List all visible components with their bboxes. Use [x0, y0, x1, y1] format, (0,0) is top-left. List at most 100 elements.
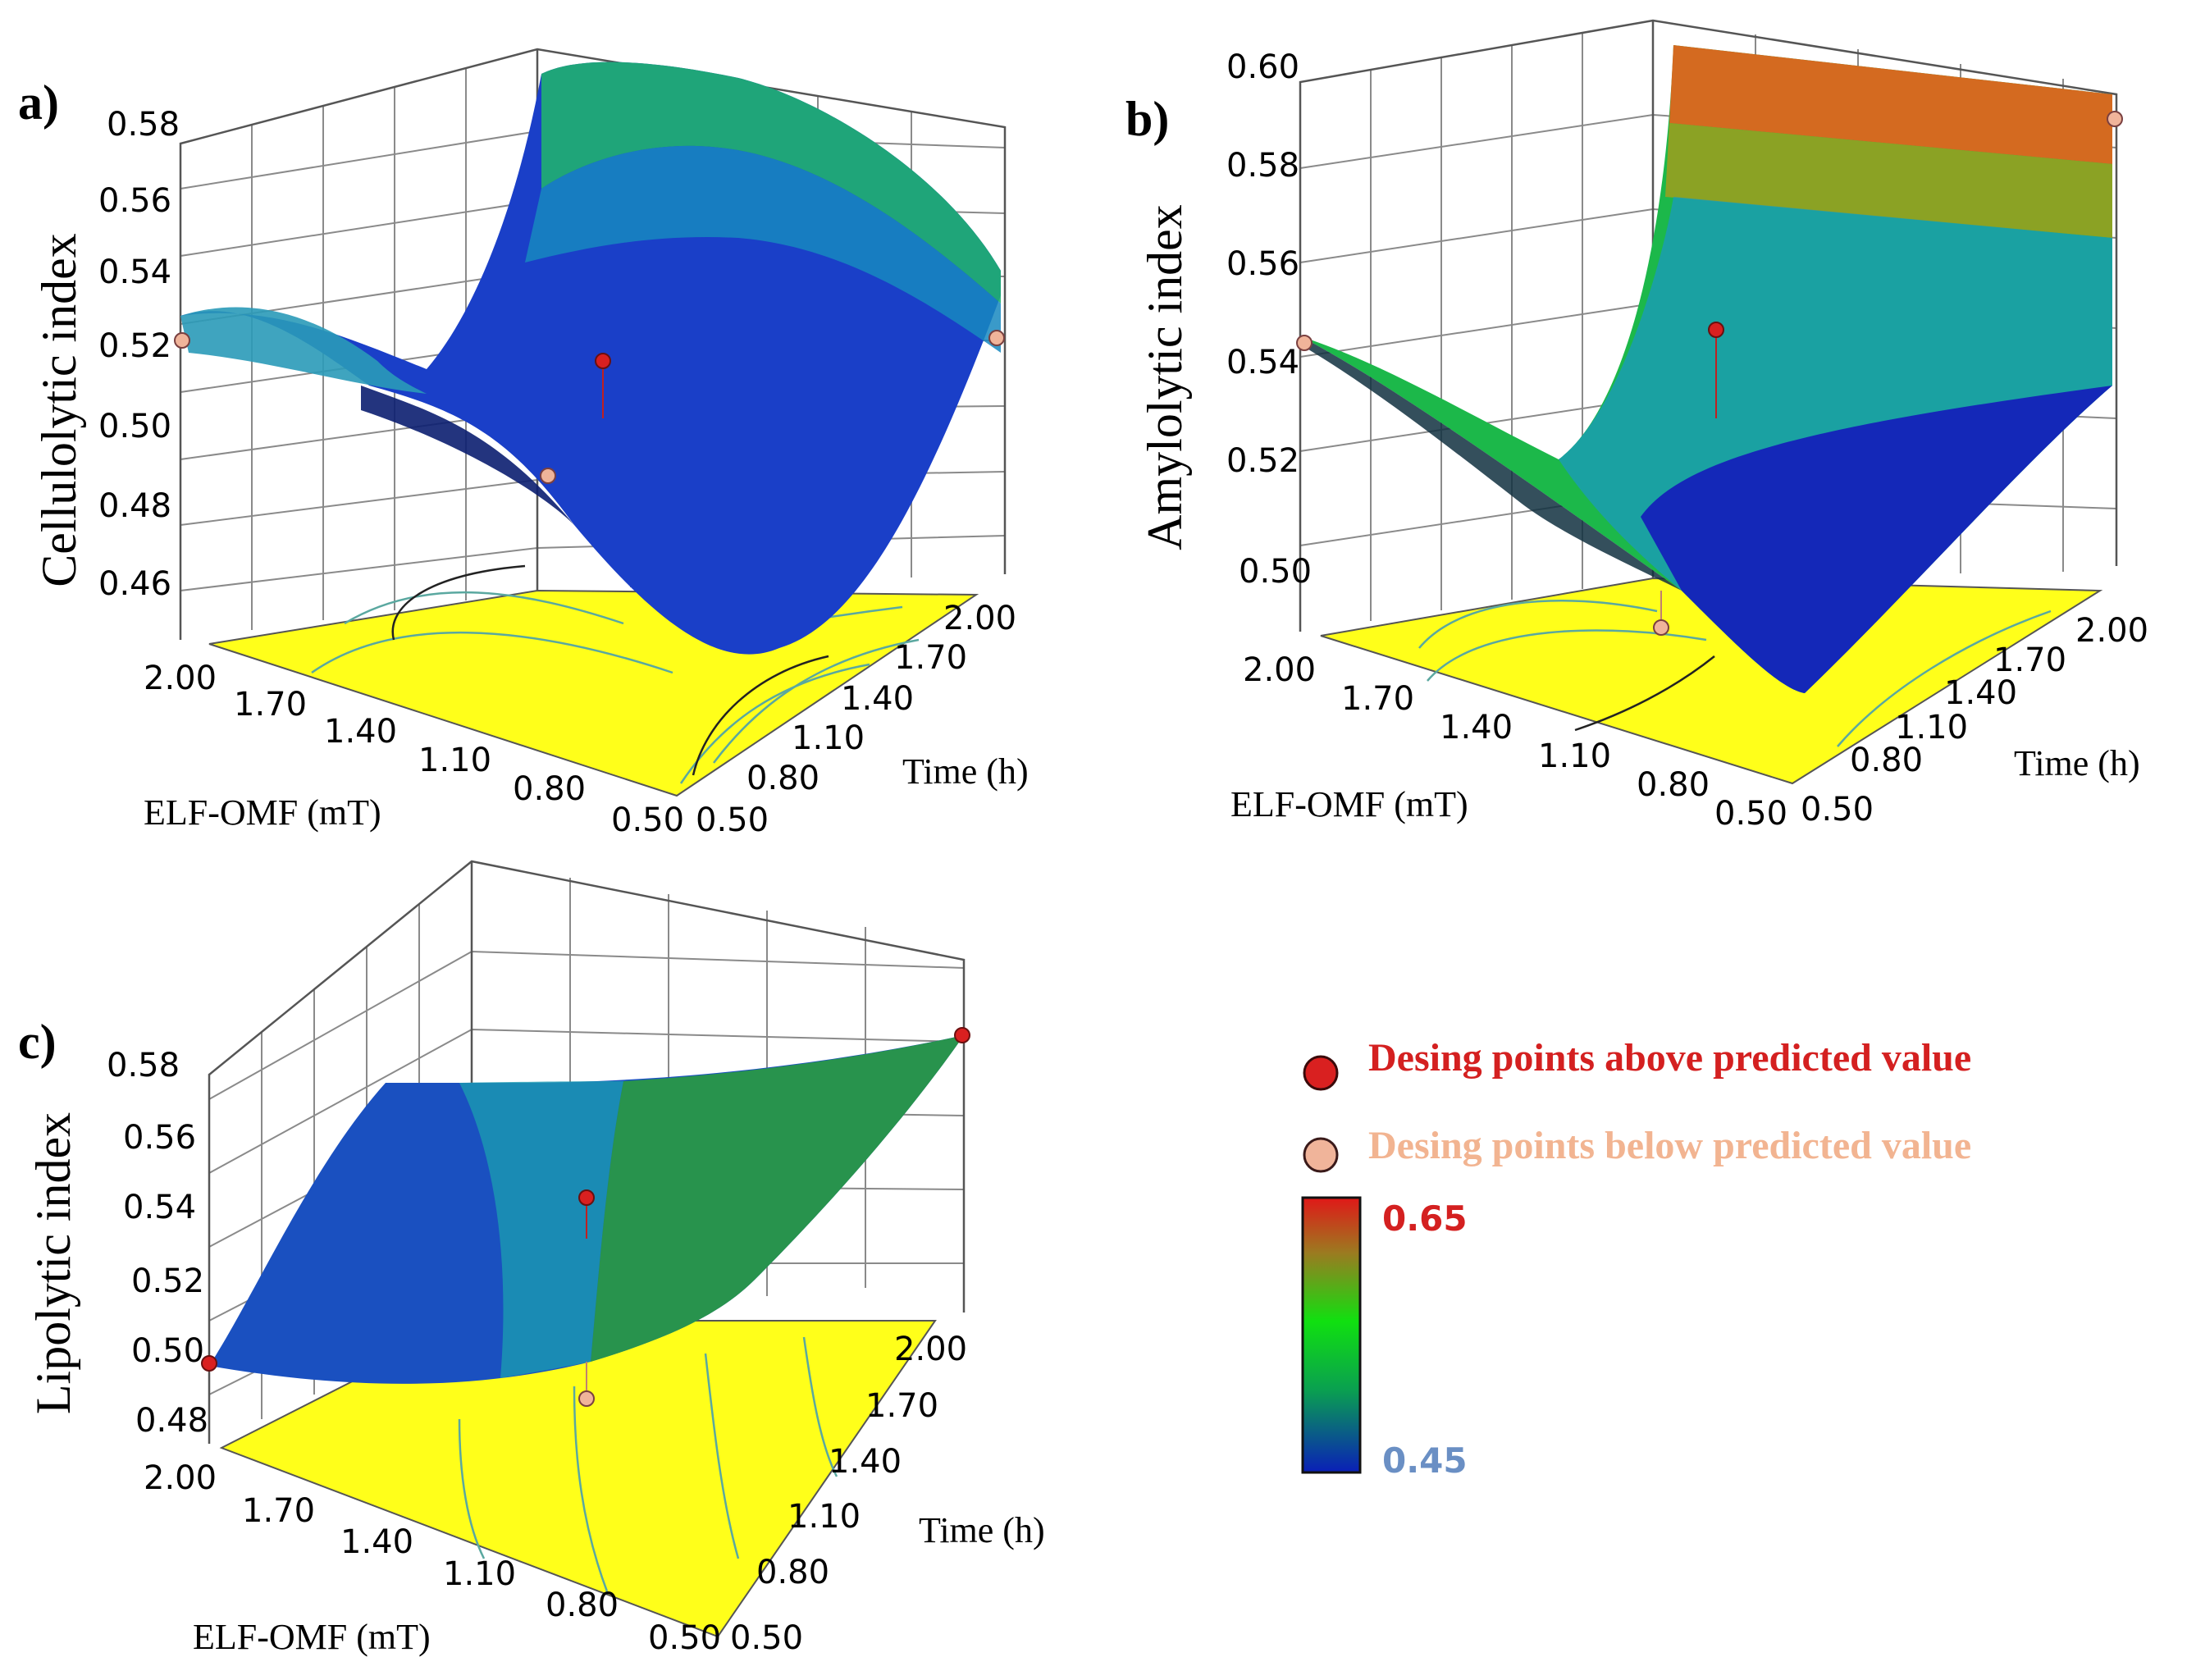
panel-c-z-tick: 0.58	[107, 1047, 180, 1084]
panel-a-z-tick: 0.46	[98, 565, 171, 603]
colorbar-max-label: 0.65	[1382, 1198, 1468, 1239]
panel-b-z-ticks: 0.60 0.58 0.56 0.54 0.52 0.50	[1226, 48, 1312, 591]
panel-a-z-label: Cellulolytic index	[32, 233, 86, 587]
legend-above-label: Desing points above predicted value	[1368, 1036, 1971, 1080]
panel-c-x-label: ELF-OMF (mT)	[193, 1617, 431, 1657]
panel-c-point-above	[578, 1189, 595, 1206]
panel-a-x-tick: 1.10	[418, 742, 491, 779]
panel-a-y-tick: 0.80	[746, 760, 820, 797]
panel-a-z-tick: 0.50	[98, 408, 171, 445]
panel-a-y-tick: 1.10	[792, 719, 865, 757]
panel-a-z-tick: 0.54	[98, 253, 171, 291]
panel-a-x-tick: 0.80	[513, 770, 586, 808]
panel-b-x-tick: 1.70	[1341, 680, 1414, 718]
panel-b-point-below	[2107, 111, 2123, 127]
panel-c-x-tick: 2.00	[144, 1459, 217, 1497]
panel-c-label: c)	[18, 1015, 57, 1069]
panel-b-z-tick: 0.60	[1226, 48, 1299, 86]
legend-above-marker	[1303, 1055, 1339, 1091]
panel-c-z-tick: 0.56	[123, 1119, 196, 1157]
panel-c-surface-green	[591, 1035, 964, 1362]
panel-c-y-ticks: 0.50 0.80 1.10 1.40 1.70 2.00	[730, 1331, 967, 1657]
panel-b-x-ticks: 2.00 1.70 1.40 1.10 0.80 0.50	[1243, 651, 1787, 833]
legend-below-label: Desing points below predicted value	[1368, 1124, 1971, 1167]
panel-a-design-points	[174, 330, 1005, 484]
panel-a-y-ticks: 0.50 0.80 1.10 1.40 1.70 2.00	[696, 600, 1016, 839]
colorbar-min-label: 0.45	[1382, 1440, 1468, 1481]
panel-a-x-tick: 1.40	[324, 713, 397, 751]
panel-b-label: b)	[1125, 92, 1169, 146]
panel-a-point-below	[540, 468, 556, 484]
legend: Desing points above predicted value Desi…	[1303, 1036, 1971, 1173]
panel-b-x-tick: 2.00	[1243, 651, 1316, 689]
panel-b-x-label: ELF-OMF (mT)	[1230, 784, 1468, 824]
panel-c-x-tick: 0.50	[648, 1619, 721, 1657]
panel-a-z-tick: 0.56	[98, 182, 171, 220]
panel-b-point-above	[1708, 322, 1724, 338]
panel-a: a)	[18, 48, 1029, 839]
panel-a-x-label: ELF-OMF (mT)	[144, 792, 381, 833]
panel-c-z-tick: 0.54	[123, 1189, 196, 1226]
panel-b-z-tick: 0.58	[1226, 147, 1299, 185]
colorbar: 0.65 0.45	[1301, 1196, 1468, 1481]
panel-c-z-ticks: 0.58 0.56 0.54 0.52 0.50 0.48	[107, 1047, 208, 1440]
panel-a-point-above	[595, 353, 611, 369]
panel-c-point-above	[201, 1355, 217, 1372]
panel-a-z-tick: 0.52	[98, 327, 171, 365]
panel-b-y-tick: 1.10	[1895, 709, 1968, 746]
panel-b-y-tick: 1.40	[1944, 674, 2017, 712]
panel-a-x-tick: 0.50	[611, 801, 684, 839]
panel-b-z-label: Amylolytic index	[1138, 204, 1192, 550]
panel-b-point-below	[1296, 335, 1313, 351]
panel-c-z-tick: 0.50	[131, 1332, 204, 1370]
legend-below-marker	[1303, 1137, 1339, 1173]
panel-b-surface-shadow	[1300, 336, 1682, 591]
panel-a-y-tick: 0.50	[696, 801, 769, 839]
panel-a-y-tick: 2.00	[943, 600, 1016, 637]
panel-c: c)	[18, 860, 1045, 1657]
panel-b-y-tick: 2.00	[2075, 612, 2148, 650]
panel-a-surface-shadow	[361, 386, 574, 525]
panel-b-x-tick: 0.80	[1637, 766, 1710, 804]
panel-c-x-tick: 0.80	[546, 1586, 619, 1624]
panel-c-z-label: Lipolytic index	[26, 1112, 80, 1414]
panel-a-surface-mid	[525, 145, 1001, 353]
panel-a-y-tick: 1.70	[894, 639, 967, 677]
panel-a-x-tick: 1.70	[234, 686, 307, 724]
panel-a-z-tick: 0.48	[98, 487, 171, 525]
panel-b-y-tick: 0.80	[1850, 742, 1923, 779]
panel-a-x-tick: 2.00	[144, 660, 217, 697]
panel-b-z-tick: 0.50	[1239, 553, 1312, 591]
panel-c-point-above	[954, 1027, 970, 1043]
panel-a-surface-highlight	[541, 62, 1001, 304]
panel-a-y-label: Time (h)	[902, 751, 1029, 792]
panel-a-z-tick: 0.58	[107, 106, 180, 144]
panel-b-x-tick: 1.10	[1538, 737, 1611, 775]
panel-c-y-tick: 0.50	[730, 1619, 803, 1657]
panel-c-contours	[458, 1336, 838, 1592]
panel-b-surface-top	[1669, 45, 2112, 164]
panel-c-y-tick: 1.70	[865, 1387, 938, 1425]
panel-b-design-points	[1296, 111, 2123, 636]
panel-a-z-ticks: 0.58 0.56 0.54 0.52 0.50 0.48 0.46	[98, 106, 180, 603]
panel-c-point-below	[578, 1390, 595, 1407]
panel-b-y-ticks: 0.50 0.80 1.10 1.40 1.70 2.00	[1801, 612, 2148, 829]
panel-b-floor	[1320, 577, 2103, 785]
panel-c-design-points	[201, 1027, 970, 1407]
panel-c-y-tick: 2.00	[894, 1331, 967, 1368]
panel-a-label: a)	[18, 75, 59, 130]
panel-a-surface-ridge	[180, 307, 427, 394]
panel-b-surface-low	[1641, 386, 2112, 693]
panel-a-point-below	[988, 330, 1005, 346]
panel-b-y-tick: 0.50	[1801, 791, 1874, 829]
panel-c-x-tick: 1.40	[340, 1523, 413, 1561]
panel-b-y-label: Time (h)	[2014, 743, 2140, 783]
panel-b-z-tick: 0.56	[1226, 245, 1299, 283]
panel-b-z-tick: 0.52	[1226, 442, 1299, 480]
panel-b-surface-high	[1665, 123, 2112, 238]
panel-b-x-tick: 0.50	[1714, 795, 1787, 833]
panel-c-z-tick: 0.48	[135, 1402, 208, 1440]
colorbar-gradient	[1301, 1196, 1362, 1474]
panel-b-z-tick: 0.54	[1226, 344, 1299, 381]
panel-c-y-tick: 1.40	[829, 1443, 902, 1481]
